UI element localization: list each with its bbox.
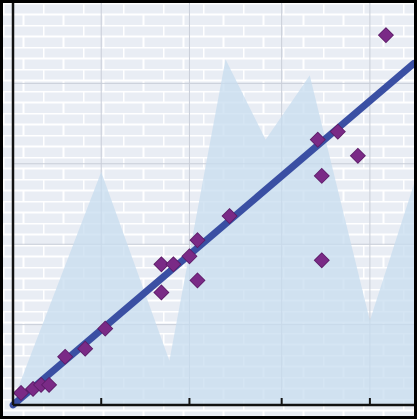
- data-point: [329, 123, 346, 140]
- data-point: [313, 167, 330, 184]
- data-point: [153, 256, 170, 273]
- data-point: [309, 131, 326, 148]
- data-point: [349, 147, 366, 164]
- data-point: [377, 27, 394, 44]
- data-point: [181, 248, 198, 265]
- data-point: [189, 232, 206, 249]
- axes: [11, 3, 414, 407]
- data-point: [41, 376, 58, 393]
- data-point: [77, 340, 94, 357]
- data-point: [12, 384, 30, 402]
- scatter-chart: [3, 3, 414, 416]
- data-point: [165, 256, 182, 273]
- data-point: [313, 252, 330, 269]
- data-point: [189, 272, 206, 289]
- data-point: [153, 284, 170, 301]
- data-point: [97, 320, 114, 337]
- points-layer: [12, 27, 394, 402]
- data-point: [221, 207, 238, 225]
- data-point: [57, 348, 74, 365]
